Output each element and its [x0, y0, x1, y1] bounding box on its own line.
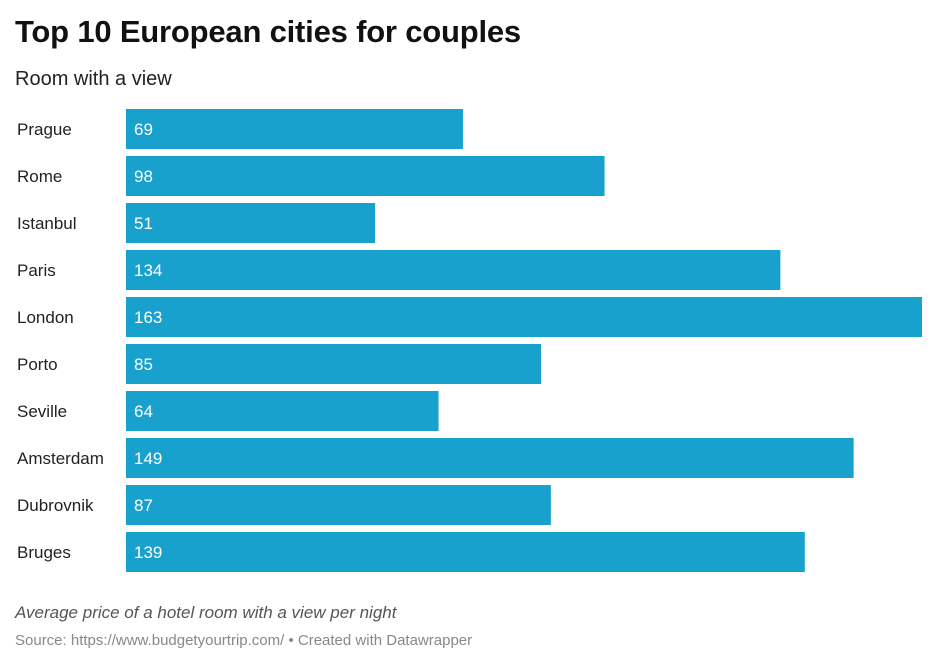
- category-label: Paris: [17, 261, 56, 280]
- chart-notes: Average price of a hotel room with a vie…: [15, 603, 397, 622]
- bar-row: Prague 69: [17, 109, 463, 149]
- value-label: 85: [134, 355, 153, 374]
- value-label: 69: [134, 120, 153, 139]
- bar-row: Seville 64: [17, 391, 439, 431]
- category-label: Istanbul: [17, 214, 77, 233]
- bar-row: Bruges 139: [17, 532, 805, 572]
- bar: [126, 485, 551, 525]
- bar-row: Porto 85: [17, 344, 542, 384]
- bar-row: Paris 134: [17, 250, 781, 290]
- value-label: 98: [134, 167, 153, 186]
- category-label: Prague: [17, 120, 72, 139]
- bar: [126, 297, 922, 337]
- bar: [126, 203, 376, 243]
- category-label: Dubrovnik: [17, 496, 94, 515]
- bar-row: Amsterdam 149: [17, 438, 854, 478]
- bar: [126, 109, 463, 149]
- chart-subtitle: Room with a view: [15, 68, 172, 90]
- value-label: 64: [134, 402, 153, 421]
- category-label: Amsterdam: [17, 449, 104, 468]
- category-label: Bruges: [17, 543, 71, 562]
- bar: [126, 532, 805, 572]
- category-label: Seville: [17, 402, 67, 421]
- bar-row: Rome 98: [17, 156, 605, 196]
- chart-title: Top 10 European cities for couples: [15, 14, 521, 49]
- value-label: 87: [134, 496, 153, 515]
- category-label: Rome: [17, 167, 62, 186]
- value-label: 51: [134, 214, 153, 233]
- category-label: Porto: [17, 355, 58, 374]
- bar: [126, 438, 854, 478]
- category-label: London: [17, 308, 74, 327]
- value-label: 134: [134, 261, 162, 280]
- bar: [126, 156, 605, 196]
- bar-row: London 163: [17, 297, 922, 337]
- chart-source: Source: https://www.budgetyourtrip.com/ …: [15, 632, 473, 649]
- bar: [126, 344, 542, 384]
- bar-chart: Prague 69 Rome 98 Istanbul 51 Paris 134 London 16…: [17, 109, 922, 572]
- value-label: 139: [134, 543, 162, 562]
- bar-row: Istanbul 51: [17, 203, 376, 243]
- bar-row: Dubrovnik 87: [17, 485, 551, 525]
- bar: [126, 250, 781, 290]
- bar: [126, 391, 439, 431]
- value-label: 163: [134, 308, 162, 327]
- value-label: 149: [134, 449, 162, 468]
